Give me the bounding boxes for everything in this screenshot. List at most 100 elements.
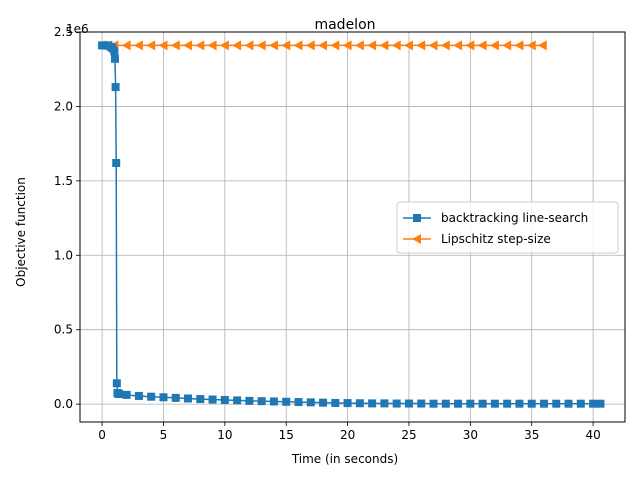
- data-point-backtracking: [257, 397, 266, 406]
- data-point-backtracking: [196, 395, 205, 404]
- data-point-backtracking: [122, 390, 131, 399]
- x-tick-label: 0: [98, 428, 106, 442]
- y-tick-label: 1.5: [54, 174, 73, 188]
- data-point-backtracking: [111, 83, 120, 92]
- data-point-backtracking: [110, 54, 119, 63]
- x-tick-label: 10: [217, 428, 232, 442]
- data-point-lipschitz: [354, 40, 364, 51]
- y-tick-label: 0.5: [54, 323, 73, 337]
- data-point-backtracking: [269, 397, 278, 406]
- data-point-lipschitz: [477, 40, 487, 51]
- chart-title: madelon: [314, 17, 375, 33]
- data-point-lipschitz: [293, 40, 303, 51]
- y-axis-label: Objective function: [14, 177, 28, 287]
- data-point-backtracking: [233, 396, 242, 405]
- data-point-lipschitz: [133, 40, 143, 51]
- data-point-backtracking: [159, 393, 168, 402]
- series-layer: [97, 40, 605, 408]
- data-point-lipschitz: [428, 40, 438, 51]
- data-point-backtracking: [110, 47, 119, 56]
- data-point-backtracking: [343, 399, 352, 408]
- x-tick-label: 30: [463, 428, 478, 442]
- data-point-lipschitz: [502, 40, 512, 51]
- legend-marker-lipschitz: [412, 234, 421, 244]
- legend-label-lipschitz: Lipschitz step-size: [441, 232, 551, 246]
- data-point-lipschitz: [379, 40, 389, 51]
- data-point-lipschitz: [281, 40, 291, 51]
- data-point-lipschitz: [416, 40, 426, 51]
- plot-frame: [79, 31, 626, 423]
- legend-marker-backtracking: [413, 214, 421, 222]
- data-point-lipschitz: [526, 40, 536, 51]
- x-tick-label: 20: [340, 428, 355, 442]
- data-point-backtracking: [466, 399, 475, 408]
- x-tick-label: 35: [524, 428, 539, 442]
- data-point-lipschitz: [330, 40, 340, 51]
- data-point-backtracking: [589, 399, 598, 408]
- data-point-lipschitz: [158, 40, 168, 51]
- data-point-backtracking: [171, 393, 180, 402]
- data-point-backtracking: [552, 399, 561, 408]
- data-point-backtracking: [417, 399, 426, 408]
- y-tick-label: 0.0: [54, 397, 73, 411]
- data-point-backtracking: [490, 399, 499, 408]
- data-point-backtracking: [134, 391, 143, 400]
- y-offset-label: 1e6: [66, 22, 89, 36]
- y-tick-label: 2.5: [54, 25, 73, 39]
- data-point-backtracking: [454, 399, 463, 408]
- data-point-lipschitz: [537, 40, 547, 51]
- data-point-backtracking: [294, 398, 303, 407]
- legend-frame: [396, 201, 619, 254]
- data-point-backtracking: [368, 399, 377, 408]
- data-point-backtracking: [478, 399, 487, 408]
- data-point-backtracking: [220, 395, 229, 404]
- data-point-backtracking: [282, 397, 291, 406]
- data-point-lipschitz: [232, 40, 242, 51]
- legend-entry-backtracking: backtracking line-search: [403, 211, 588, 225]
- data-point-lipschitz: [465, 40, 475, 51]
- data-point-lipschitz: [244, 40, 254, 51]
- data-point-backtracking: [564, 399, 573, 408]
- legend: backtracking line-search Lipschitz step-…: [396, 201, 619, 254]
- data-point-backtracking: [115, 390, 124, 399]
- data-point-lipschitz: [170, 40, 180, 51]
- data-point-lipschitz: [121, 40, 131, 51]
- data-point-backtracking: [147, 392, 156, 401]
- data-point-lipschitz: [367, 40, 377, 51]
- data-point-lipschitz: [391, 40, 401, 51]
- legend-entry-lipschitz: Lipschitz step-size: [403, 232, 551, 246]
- data-point-backtracking: [355, 399, 364, 408]
- x-tick-label: 25: [401, 428, 416, 442]
- data-point-backtracking: [429, 399, 438, 408]
- data-point-lipschitz: [453, 40, 463, 51]
- x-tick-label: 40: [585, 428, 600, 442]
- data-point-backtracking: [404, 399, 413, 408]
- data-point-lipschitz: [146, 40, 156, 51]
- x-axis-label: Time (in seconds): [291, 452, 398, 466]
- data-point-lipschitz: [342, 40, 352, 51]
- data-point-lipschitz: [183, 40, 193, 51]
- x-tick-label: 5: [160, 428, 168, 442]
- legend-label-backtracking: backtracking line-search: [441, 211, 588, 225]
- data-point-lipschitz: [318, 40, 328, 51]
- data-point-backtracking: [245, 396, 254, 405]
- data-point-backtracking: [539, 399, 548, 408]
- data-point-lipschitz: [489, 40, 499, 51]
- data-point-lipschitz: [305, 40, 315, 51]
- axis-ticks: 0 5 10 15 20 25 30 35 40 0.0 0.5 1.0 1.5 2.0 2.5: [54, 25, 601, 442]
- x-tick-label: 15: [279, 428, 294, 442]
- data-point-backtracking: [184, 394, 193, 403]
- data-point-backtracking: [441, 399, 450, 408]
- y-tick-label: 1.0: [54, 248, 73, 262]
- data-point-lipschitz: [440, 40, 450, 51]
- data-point-backtracking: [306, 398, 315, 407]
- data-point-lipschitz: [514, 40, 524, 51]
- data-point-backtracking: [392, 399, 401, 408]
- data-point-backtracking: [112, 379, 121, 388]
- data-point-lipschitz: [195, 40, 205, 51]
- data-point-backtracking: [515, 399, 524, 408]
- y-tick-label: 2.0: [54, 99, 73, 113]
- data-point-backtracking: [112, 158, 121, 167]
- data-point-backtracking: [208, 395, 217, 404]
